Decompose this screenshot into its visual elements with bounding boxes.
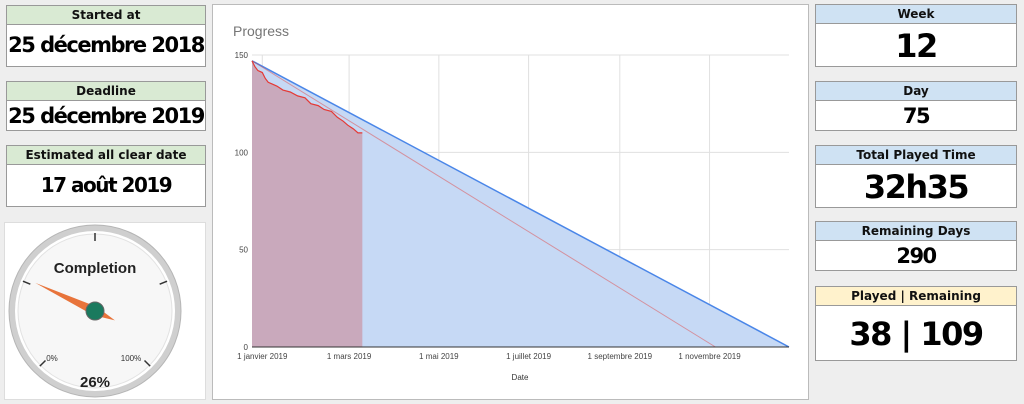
day-value: 75 (902, 104, 931, 128)
x-tick-label: 1 janvier 2019 (237, 352, 288, 361)
deadline-label: Deadline (7, 82, 205, 101)
y-tick-label: 0 (244, 343, 249, 352)
gauge-tick (22, 280, 31, 285)
deadline-value: 25 décembre 2019 (8, 104, 205, 128)
started-at-card: Started at 25 décembre 2018 (6, 5, 206, 67)
played-remaining-label: Played | Remaining (816, 287, 1016, 306)
week-label: Week (816, 5, 1016, 24)
y-tick-label: 100 (235, 148, 249, 157)
total-played-label: Total Played Time (816, 146, 1016, 165)
started-at-value: 25 décembre 2018 (8, 33, 205, 57)
y-tick-label: 150 (235, 51, 249, 60)
gauge-tick (159, 280, 168, 285)
total-played-card: Total Played Time 32h35 (815, 145, 1017, 208)
projection-line (251, 60, 716, 348)
x-tick-label: 1 juillet 2019 (506, 352, 551, 361)
estimated-date-label: Estimated all clear date (7, 146, 205, 165)
gauge-ticks (22, 233, 168, 367)
total-played-value: 32h35 (863, 168, 970, 206)
gauge-tick (39, 359, 47, 367)
week-value: 12 (895, 27, 938, 65)
gauge-tick (143, 359, 151, 367)
gauge-max-label: 100% (121, 354, 141, 363)
day-card: Day 75 (815, 81, 1017, 131)
day-label: Day (816, 82, 1016, 101)
remaining-days-card: Remaining Days 290 (815, 221, 1017, 271)
gauge-min-label: 0% (46, 354, 58, 363)
x-tick-label: 1 mars 2019 (327, 352, 372, 361)
actual-area (252, 60, 363, 348)
progress-chart: Progress 0 50 100 150 1 janvier 2019 1 mars 2… (212, 4, 809, 400)
week-card: Week 12 (815, 4, 1017, 67)
remaining-days-value: 290 (896, 244, 937, 268)
played-remaining-card: Played | Remaining 38 | 109 (815, 286, 1017, 361)
played-remaining-value: 38 | 109 (849, 315, 984, 353)
remaining-days-label: Remaining Days (816, 222, 1016, 241)
estimated-date-card: Estimated all clear date 17 août 2019 (6, 145, 206, 207)
actual-line (251, 60, 363, 134)
gauge-label: Completion (54, 260, 137, 277)
started-at-label: Started at (7, 6, 205, 25)
chart-x-axis-title: Date (512, 373, 529, 382)
gauge-hub (85, 301, 105, 321)
estimated-date-value: 17 août 2019 (40, 173, 173, 197)
x-tick-label: 1 septembre 2019 (588, 352, 653, 361)
x-tick-label: 1 novembre 2019 (678, 352, 741, 361)
target-line (251, 60, 790, 348)
chart-title: Progress (233, 23, 289, 39)
completion-gauge: Completion 0% 100% 26% (4, 222, 206, 400)
x-tick-label: 1 mai 2019 (419, 352, 459, 361)
deadline-card: Deadline 25 décembre 2019 (6, 81, 206, 131)
gauge-value-text: 26% (80, 374, 110, 391)
y-tick-label: 50 (239, 246, 248, 255)
